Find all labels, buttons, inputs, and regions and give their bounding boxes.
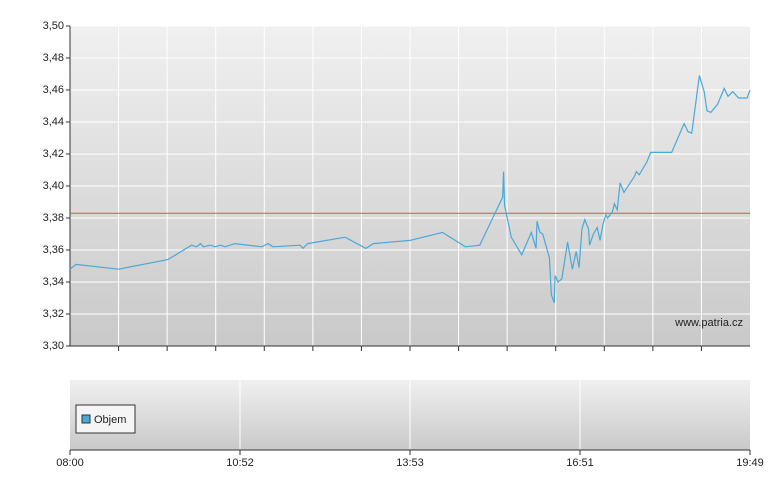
y-tick-label: 3,50	[43, 20, 64, 32]
y-tick-label: 3,32	[43, 308, 64, 320]
y-tick-label: 3,44	[43, 116, 64, 128]
y-tick-label: 3,30	[43, 340, 64, 352]
x-tick-label: 13:53	[396, 457, 424, 469]
price-line	[69, 75, 751, 304]
y-tick-label: 3,46	[43, 84, 64, 96]
y-tick-label: 3,38	[43, 212, 64, 224]
y-tick-label: 3,48	[43, 52, 64, 64]
y-tick-label: 3,34	[43, 276, 64, 288]
y-tick-label: 3,42	[43, 148, 64, 160]
x-tick-label: 16:51	[566, 457, 594, 469]
legend-swatch	[81, 414, 91, 424]
legend-label: Objem	[94, 414, 126, 426]
x-tick-label: 19:49	[736, 457, 764, 469]
y-tick-label: 3,36	[43, 244, 64, 256]
watermark: www.patria.cz	[674, 317, 743, 329]
x-tick-label: 10:52	[226, 457, 254, 469]
y-tick-label: 3,40	[43, 180, 64, 192]
x-tick-label: 08:00	[56, 457, 84, 469]
